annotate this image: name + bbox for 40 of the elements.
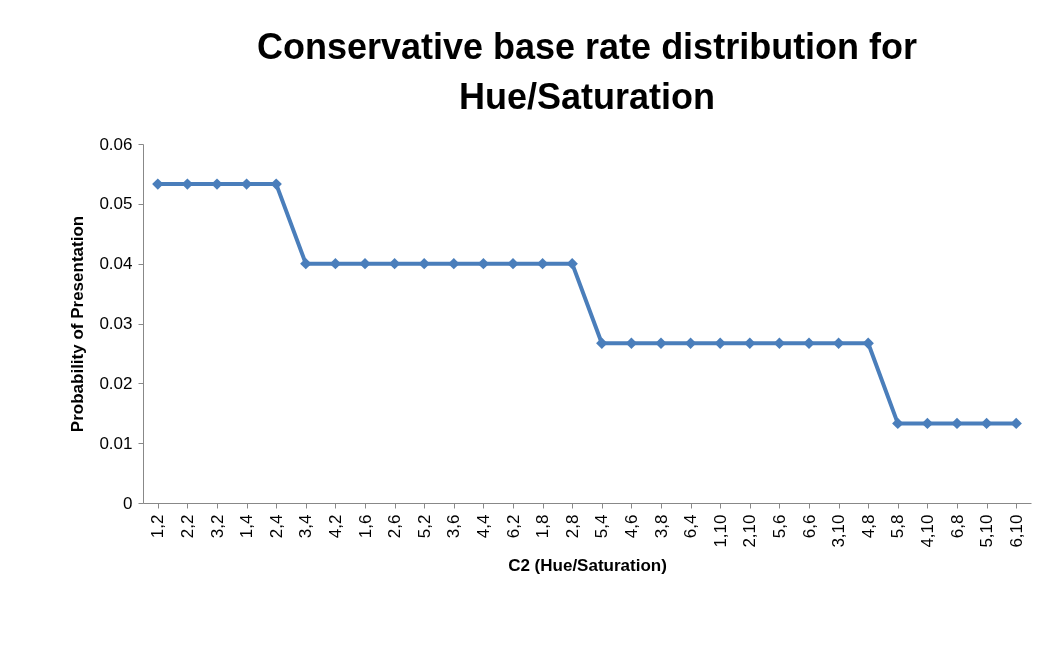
x-tick-label: 3,10 [829,514,849,548]
chart-title: Conservative base rate distribution for Hue/Saturation [256,26,918,117]
x-tick-label: 4,10 [917,514,937,548]
x-tick-label: 4,8 [858,514,878,539]
x-tick-label: 1,2 [148,514,168,539]
x-tick-label: 2,2 [177,514,197,539]
x-tick-label: 5,2 [414,514,434,539]
x-tick-label: 3,4 [296,514,316,539]
x-tick-label: 1,8 [533,514,553,539]
x-tick-label: 5,8 [888,514,908,539]
x-tick-label: 5,10 [977,514,997,548]
x-tick-label: 6,2 [503,514,523,539]
x-tick-label: 3,2 [207,514,227,539]
y-tick-label: 0.06 [99,134,133,154]
x-axis-title: C2 (Hue/Saturation) [508,555,667,575]
x-tick-label: 2,10 [740,514,760,548]
x-tick-label: 3,6 [444,514,464,539]
x-tick-label: 2,4 [266,514,286,539]
x-tick-label: 2,6 [385,514,405,539]
x-tick-label: 5,4 [592,514,612,539]
y-tick-label: 0.03 [99,314,133,333]
x-tick-label: 4,4 [473,514,493,539]
x-tick-label: 6,6 [799,514,819,539]
y-axis-title: Probability of Presentation [68,215,88,433]
x-tick-label: 1,10 [710,514,730,548]
y-tick-label: 0.05 [99,194,133,214]
x-tick-label: 4,2 [325,514,345,539]
x-tick-label: 6,10 [1006,514,1026,548]
y-tick-label: 0.04 [99,254,133,274]
x-tick-label: 6,8 [947,514,967,539]
x-tick-label: 3,8 [651,514,671,539]
x-tick-label: 1,4 [237,514,257,539]
x-tick-label: 5,6 [769,514,789,539]
y-tick-label: 0.01 [99,433,133,453]
x-tick-label: 1,6 [355,514,375,539]
x-tick-label: 6,4 [681,514,701,539]
x-tick-label: 2,8 [562,514,582,539]
x-tick-label: 4,6 [621,514,641,539]
y-tick-label: 0 [123,493,133,513]
y-tick-label: 0.02 [99,373,133,393]
